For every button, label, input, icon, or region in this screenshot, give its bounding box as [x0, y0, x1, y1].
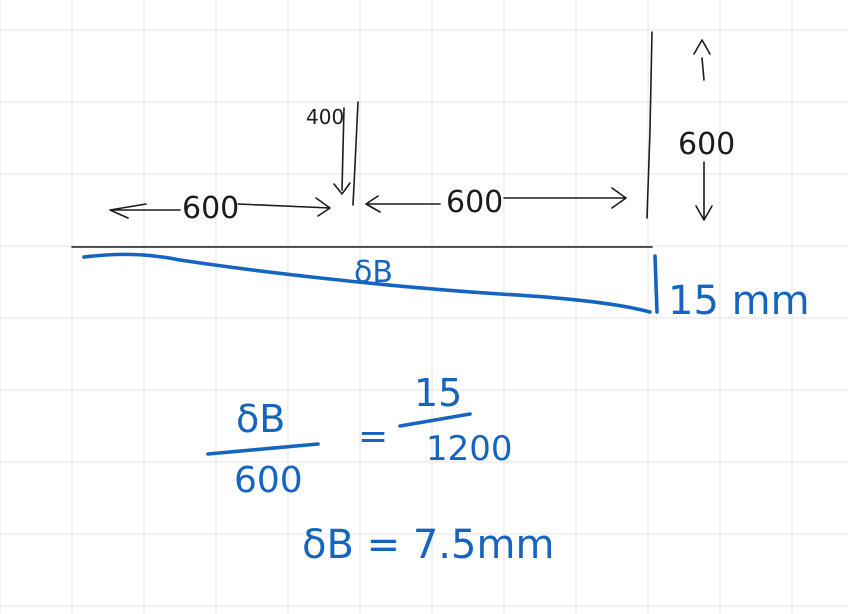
midspan-support-line — [352, 101, 359, 206]
equation-lhs-fraction-bar — [206, 442, 320, 456]
equation-lhs-numerator: δB — [236, 397, 285, 441]
equation-lhs-denominator: 600 — [234, 460, 303, 501]
equation-rhs-numerator: 15 — [414, 371, 462, 415]
right-span-arrow-end — [503, 187, 627, 209]
left-span-label: 600 — [182, 191, 239, 226]
load-arrow-head — [333, 182, 351, 195]
end-support-line — [646, 31, 653, 219]
load-label: 400 — [306, 105, 344, 129]
height-arrow-down — [695, 161, 713, 221]
left-span-arrow-end — [237, 197, 331, 217]
right-span-label: 600 — [446, 185, 503, 220]
height-label: 600 — [678, 127, 735, 162]
end-deflection-label: 15 mm — [668, 278, 810, 324]
end-deflection-marker — [653, 254, 659, 314]
load-arrow-shaft — [341, 107, 345, 191]
left-span-arrow-start — [109, 203, 181, 219]
result-equation: δB = 7.5mm — [302, 522, 554, 568]
equation-rhs-fraction-bar — [398, 412, 472, 428]
height-arrow-up — [693, 39, 711, 81]
midpoint-deflection-label: δB — [354, 255, 393, 290]
deflection-curve — [82, 252, 652, 314]
equation-rhs-denominator: 1200 — [426, 429, 513, 469]
right-span-arrow-start — [365, 195, 441, 213]
equation-equals: = — [358, 416, 388, 457]
